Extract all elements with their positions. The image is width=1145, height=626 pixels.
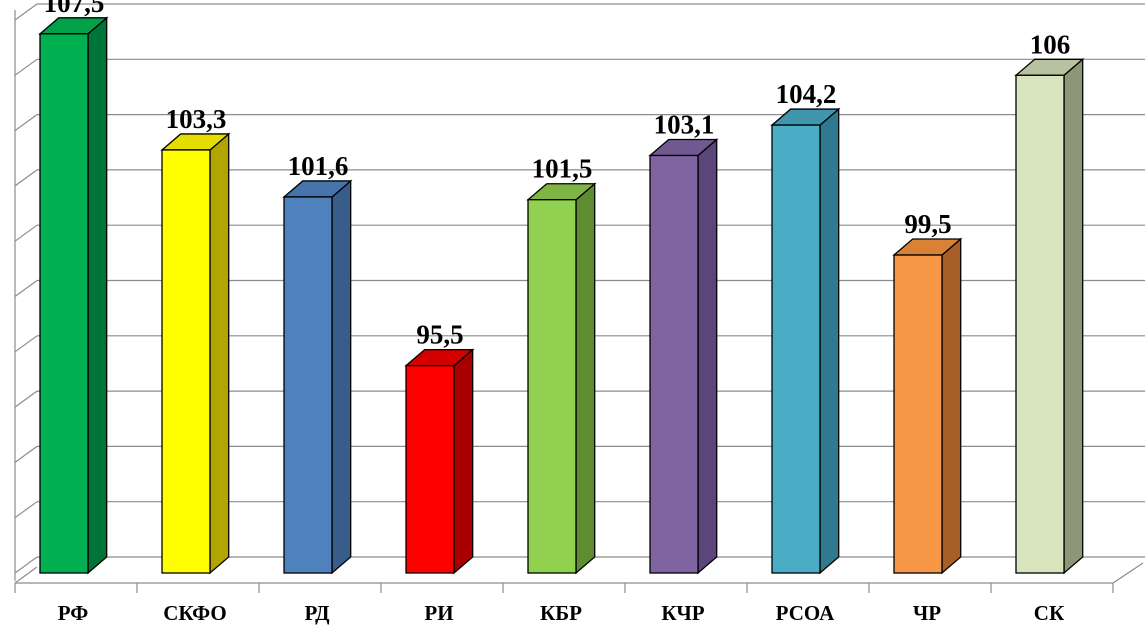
bar-РФ [38,16,109,575]
bar-front [405,364,455,574]
bar-side [331,179,352,575]
category-label: СК [1034,601,1065,625]
gridline-diagonal [14,501,38,519]
bar-front [893,254,943,574]
bar-front [39,33,89,574]
bar-СКФО [160,132,231,575]
gridline-diagonal [14,556,38,574]
category-label: КБР [540,601,582,625]
bar-side [1063,57,1084,575]
bar-СК [1014,57,1085,575]
bar-side [87,16,108,575]
gridline-diagonal [14,114,38,132]
value-label: 106 [1030,29,1071,59]
bar-side [941,237,962,575]
bar-front [649,154,699,574]
category-label: РД [304,601,330,625]
bar-side [209,132,230,575]
value-label: 104,2 [776,79,837,109]
bar-front [527,199,577,574]
gridline-diagonal [14,390,38,408]
bar-РД [282,179,353,575]
category-label: КЧР [661,601,704,625]
gridline-diagonal [14,58,38,76]
gridline-diagonal [14,224,38,242]
bar-side [697,138,718,575]
value-label: 99,5 [904,209,951,239]
bar-КБР [526,182,597,575]
bar-side [453,348,474,575]
bars [38,16,1085,575]
bar-front [161,149,211,574]
gridline-diagonal [14,280,38,297]
bar-front [1015,74,1065,574]
gridline-diagonal [14,335,38,353]
value-label: 103,3 [166,104,227,134]
value-label: 107,5 [44,0,105,18]
bar-РСОА [770,107,841,575]
category-label: РФ [58,601,89,625]
category-label: ЧР [913,601,941,625]
value-labels: 107,5 103,3 101,6 95,5 101,5 103,1 104,2 99,5 10… [44,0,1071,350]
bar-front [283,196,333,574]
bar-КЧР [648,138,719,575]
value-label: 101,5 [532,154,593,184]
value-label: 95,5 [416,320,463,350]
bar-front [771,124,821,574]
floor-diagonal [14,566,38,584]
category-label: РИ [424,601,453,625]
bar-ЧР [892,237,963,575]
gridline-diagonal [14,169,38,187]
bar-side [819,107,840,575]
category-label: РСОА [776,601,836,625]
gridline-diagonal [14,445,38,463]
category-labels: РФ СКФО РД РИ КБР КЧР РСОА ЧР СК [58,601,1065,625]
bar-РИ [404,348,475,575]
gridline-diagonal [14,3,38,21]
value-label: 103,1 [654,109,715,139]
category-label: СКФО [163,601,226,625]
bar-side [575,182,596,575]
value-label: 101,6 [288,151,349,181]
